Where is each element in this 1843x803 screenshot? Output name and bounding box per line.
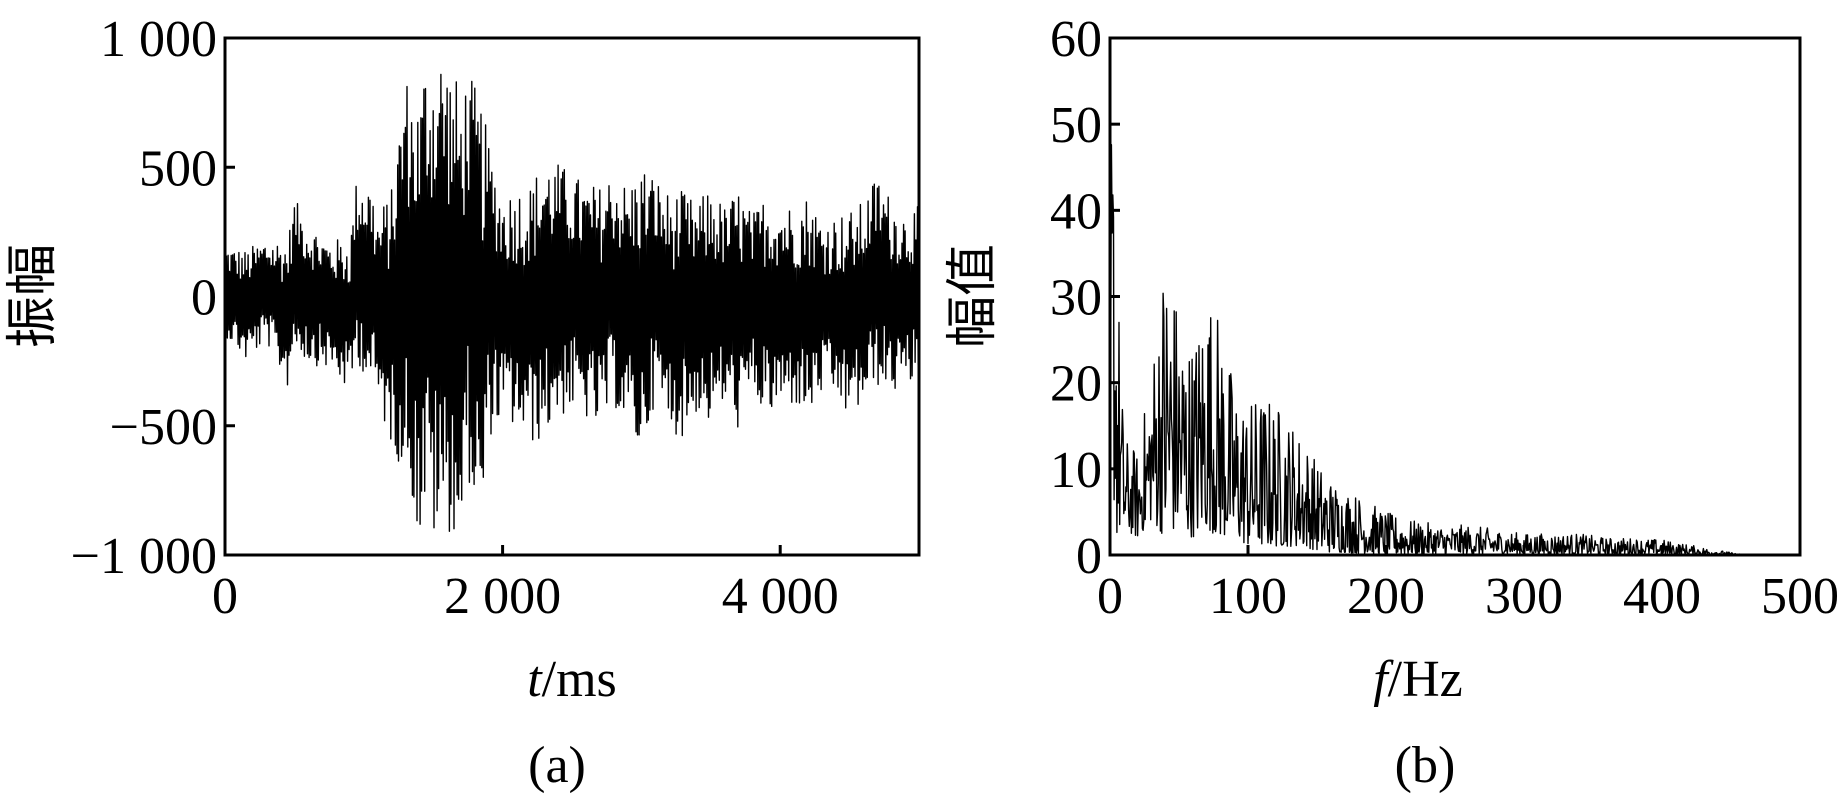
y-tick-label: −1 000 — [71, 528, 217, 585]
x-tick-label: 100 — [1209, 568, 1287, 625]
panel-a-xlabel-unit: /ms — [542, 651, 617, 708]
y-tick-label: 500 — [139, 140, 217, 197]
y-tick-label: 10 — [1050, 442, 1102, 499]
x-tick-label: 2 000 — [444, 568, 561, 625]
x-tick-label: 400 — [1623, 568, 1701, 625]
y-tick-label: 60 — [1050, 11, 1102, 68]
panel-b-ylabel: 幅值 — [945, 244, 1002, 348]
x-tick-label: 500 — [1761, 568, 1839, 625]
y-tick-label: 0 — [191, 270, 217, 327]
panel-b-xlabel-unit: /Hz — [1388, 651, 1463, 708]
y-tick-label: 50 — [1050, 97, 1102, 154]
y-tick-label: 30 — [1050, 270, 1102, 327]
y-tick-label: 20 — [1050, 356, 1102, 413]
x-tick-label: 200 — [1347, 568, 1425, 625]
y-tick-label: 40 — [1050, 183, 1102, 240]
y-tick-label: −500 — [110, 399, 217, 456]
panel-a: 0 2 000 4 000 1 000 500 0 −500 −1 000 振幅 t/ms (… — [5, 11, 921, 794]
panel-a-xlabel: t/ms — [527, 651, 617, 708]
panel-a-xlabel-var: t — [527, 651, 543, 708]
spectrum-line — [1109, 135, 1800, 556]
x-tick-label: 4 000 — [722, 568, 839, 625]
y-tick-label: 0 — [1076, 528, 1102, 585]
panel-a-caption: (a) — [528, 737, 586, 794]
panel-b-xlabel: f/Hz — [1373, 651, 1463, 708]
panel-b-caption: (b) — [1395, 737, 1456, 794]
panel-a-ylabel: 振幅 — [5, 244, 62, 348]
x-tick-label: 300 — [1485, 568, 1563, 625]
x-tick-label: 0 — [1097, 568, 1123, 625]
y-tick-label: 1 000 — [100, 11, 217, 68]
x-tick-label: 0 — [212, 568, 238, 625]
time-signal-line — [224, 73, 920, 532]
panel-a-ticks: 0 2 000 4 000 1 000 500 0 −500 −1 000 — [71, 11, 839, 625]
